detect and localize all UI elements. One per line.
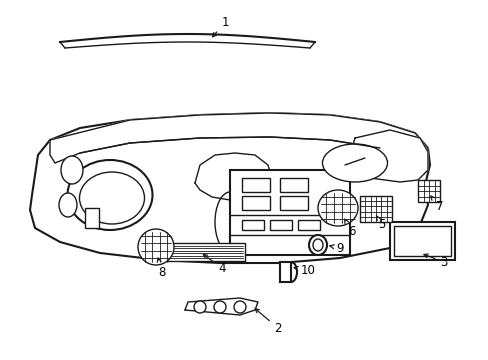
Ellipse shape [67, 160, 152, 230]
Ellipse shape [312, 239, 323, 251]
Bar [242, 196, 269, 210]
Ellipse shape [194, 301, 205, 313]
Polygon shape [60, 34, 314, 48]
Ellipse shape [138, 229, 174, 265]
Bar [393, 226, 450, 256]
Polygon shape [50, 113, 427, 163]
Text: 1: 1 [212, 15, 228, 37]
Ellipse shape [322, 144, 386, 182]
Bar [229, 170, 349, 255]
Text: 2: 2 [255, 309, 281, 334]
Bar [164, 243, 244, 261]
Bar [242, 178, 269, 192]
Polygon shape [184, 298, 258, 315]
Bar [242, 220, 264, 230]
Bar [280, 196, 307, 210]
Ellipse shape [61, 156, 83, 184]
Polygon shape [30, 113, 429, 263]
Bar [269, 220, 291, 230]
Ellipse shape [308, 235, 326, 255]
Ellipse shape [214, 301, 225, 313]
Bar [297, 220, 319, 230]
Text: 8: 8 [157, 258, 165, 279]
Bar [417, 180, 439, 202]
Text: 7: 7 [430, 196, 443, 213]
Bar [280, 178, 307, 192]
Text: 9: 9 [329, 242, 343, 255]
Ellipse shape [80, 172, 144, 224]
Text: 4: 4 [203, 255, 225, 274]
Bar [280, 262, 290, 282]
Bar [85, 208, 99, 228]
Text: 10: 10 [293, 264, 315, 276]
Ellipse shape [59, 193, 77, 217]
Ellipse shape [234, 301, 245, 313]
Polygon shape [195, 153, 271, 200]
Text: 5: 5 [376, 216, 385, 231]
Text: 3: 3 [423, 254, 447, 269]
Ellipse shape [317, 190, 357, 226]
Bar [389, 222, 454, 260]
Text: 6: 6 [344, 219, 355, 238]
Polygon shape [349, 130, 427, 182]
Bar [359, 196, 391, 222]
